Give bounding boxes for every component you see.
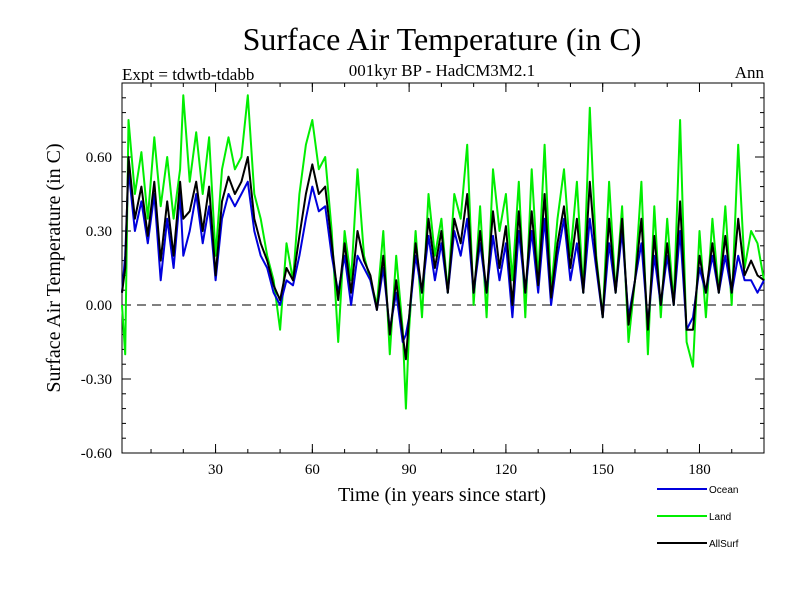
y-tick-label: 0.60 <box>86 150 112 166</box>
experiment-label: Expt = tdwtb-tdabb <box>122 65 254 84</box>
legend-label-ocean: Ocean <box>709 485 738 496</box>
legend: Ocean Land AllSurf <box>657 485 739 550</box>
series-line-land <box>121 94 765 410</box>
x-axis-label: Time (in years since start) <box>338 484 546 506</box>
x-tick-label: 120 <box>495 462 518 478</box>
chart-title: Surface Air Temperature (in C) <box>243 21 642 57</box>
y-axis-label: Surface Air Temperature (in C) <box>43 143 65 392</box>
legend-label-land: Land <box>709 512 731 523</box>
x-tick-label: 30 <box>208 462 223 478</box>
y-axis-ticks: -0.60 -0.30 0.00 0.30 0.60 <box>81 150 764 462</box>
x-axis-ticks: 30 60 90 120 150 180 <box>208 83 711 478</box>
series-layer <box>121 94 765 410</box>
x-tick-label: 90 <box>402 462 417 478</box>
y-tick-label: 0.00 <box>86 298 112 314</box>
y-tick-label: 0.30 <box>86 224 112 240</box>
series-line-allsurf <box>121 156 765 361</box>
y-tick-label: -0.30 <box>81 372 112 388</box>
x-tick-label: 60 <box>305 462 320 478</box>
y-tick-label: -0.60 <box>81 446 112 462</box>
x-tick-label: 150 <box>591 462 614 478</box>
y-minor-ticks <box>122 82 765 454</box>
legend-label-allsurf: AllSurf <box>709 539 739 550</box>
x-tick-label: 180 <box>688 462 711 478</box>
chart-subtitle: 001kyr BP - HadCM3M2.1 <box>349 61 535 80</box>
period-label: Ann <box>735 63 765 82</box>
series-line-ocean <box>121 168 765 343</box>
plot-frame <box>121 82 765 454</box>
